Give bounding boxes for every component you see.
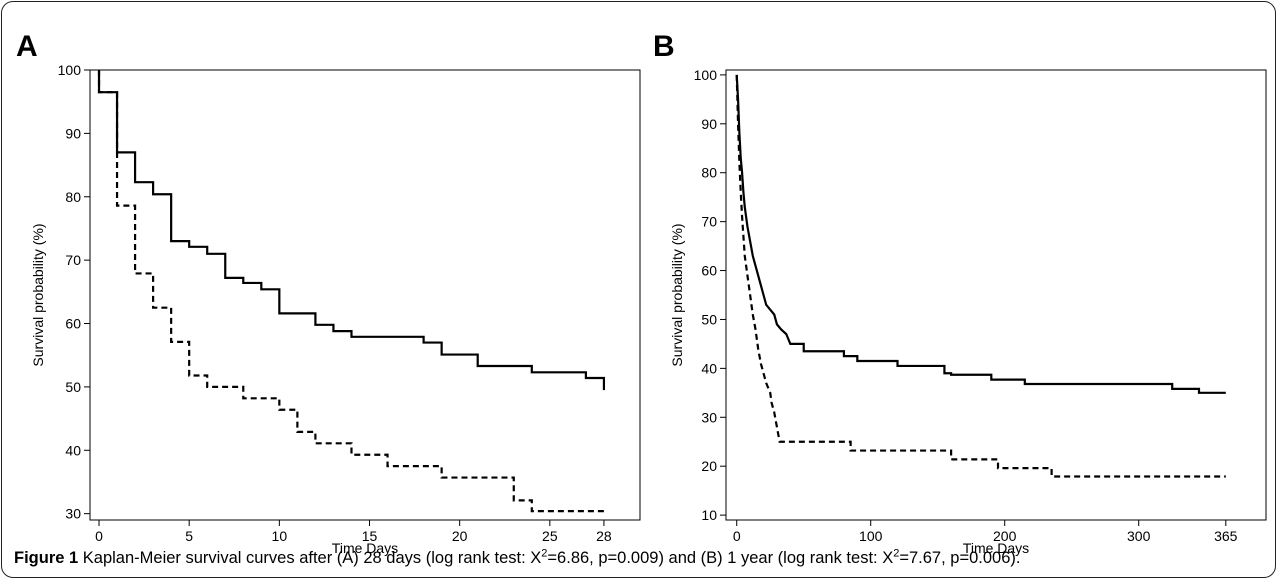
panel-b-series-layer [735, 74, 1226, 478]
x-tick-label: 365 [1214, 528, 1238, 544]
caption-text-part1: Kaplan-Meier survival curves after (A) 2… [82, 549, 542, 567]
caption-label: Figure 1 [14, 549, 79, 567]
panel-a-x-ticks: 0 5 10 15 20 25 28 [95, 520, 612, 544]
panel-a: A 0 5 10 15 20 25 28 30 40 50 60 70 80 90 100 Time Da… [16, 30, 641, 556]
y-tick-label: 80 [65, 189, 81, 205]
y-tick-label: 70 [701, 214, 717, 230]
y-tick-label: 90 [65, 125, 81, 141]
y-tick-label: 70 [65, 252, 81, 268]
y-tick-label: 30 [701, 409, 717, 425]
panel-a-label: A [16, 30, 38, 63]
x-tick-label: 100 [859, 528, 883, 544]
x-tick-label: 28 [596, 528, 612, 544]
panel-b-y-axis-title: Survival probability (%) [669, 223, 685, 366]
y-tick-label: 20 [701, 458, 717, 474]
y-tick-label: 80 [701, 165, 717, 181]
y-tick-label: 40 [65, 442, 81, 458]
y-tick-label: 50 [65, 379, 81, 395]
panel-a-y-axis-title: Survival probability (%) [30, 223, 46, 366]
y-tick-label: 60 [701, 263, 717, 279]
panel-a-plot-area [89, 69, 641, 521]
x-tick-label: 10 [272, 528, 288, 544]
panel-a-series-layer [97, 70, 606, 513]
panel-b-label: B [653, 30, 675, 63]
panel-b-x-ticks: 0 100 200 300 365 [733, 520, 1238, 544]
caption-superscript-1: 2 [541, 549, 548, 560]
caption-superscript-2: 2 [893, 549, 900, 560]
panel-a-survival-curve-dashed [97, 70, 604, 513]
y-tick-label: 100 [58, 62, 82, 78]
panel-b-y-ticks: 10 20 30 40 50 60 70 80 90 100 [694, 67, 726, 523]
x-tick-label: 15 [362, 528, 378, 544]
x-tick-label: 20 [452, 528, 468, 544]
figure-caption: Figure 1 Kaplan-Meier survival curves af… [14, 549, 1269, 575]
y-tick-label: 60 [65, 316, 81, 332]
x-tick-label: 25 [542, 528, 558, 544]
y-tick-label: 50 [701, 311, 717, 327]
panel-b: B 0 100 200 300 365 10 20 30 40 50 60 70 80 90 100 Ti… [653, 30, 1267, 556]
y-tick-label: 40 [701, 360, 717, 376]
panel-b-plot-area [725, 69, 1267, 521]
panel-b-survival-curve-dashed [735, 74, 1226, 478]
panel-a-survival-curve-solid [97, 70, 606, 391]
y-tick-label: 90 [701, 116, 717, 132]
y-tick-label: 30 [65, 506, 81, 522]
caption-text-part3: =7.67, p=0.006). [899, 549, 1021, 567]
y-tick-label: 10 [701, 507, 717, 523]
panel-b-x-axis-title: Time Days [963, 540, 1029, 556]
panel-a-x-axis-title: Time Days [332, 540, 398, 556]
caption-text-part2: =6.86, p=0.009) and (B) 1 year (log rank… [547, 549, 894, 567]
x-tick-label: 0 [733, 528, 741, 544]
x-tick-label: 200 [993, 528, 1017, 544]
y-tick-label: 100 [694, 67, 718, 83]
panel-b-survival-curve-solid [735, 74, 1226, 394]
panel-a-y-ticks: 30 40 50 60 70 80 90 100 [58, 62, 90, 522]
x-tick-label: 5 [185, 528, 193, 544]
x-tick-label: 0 [95, 528, 103, 544]
x-tick-label: 300 [1127, 528, 1151, 544]
